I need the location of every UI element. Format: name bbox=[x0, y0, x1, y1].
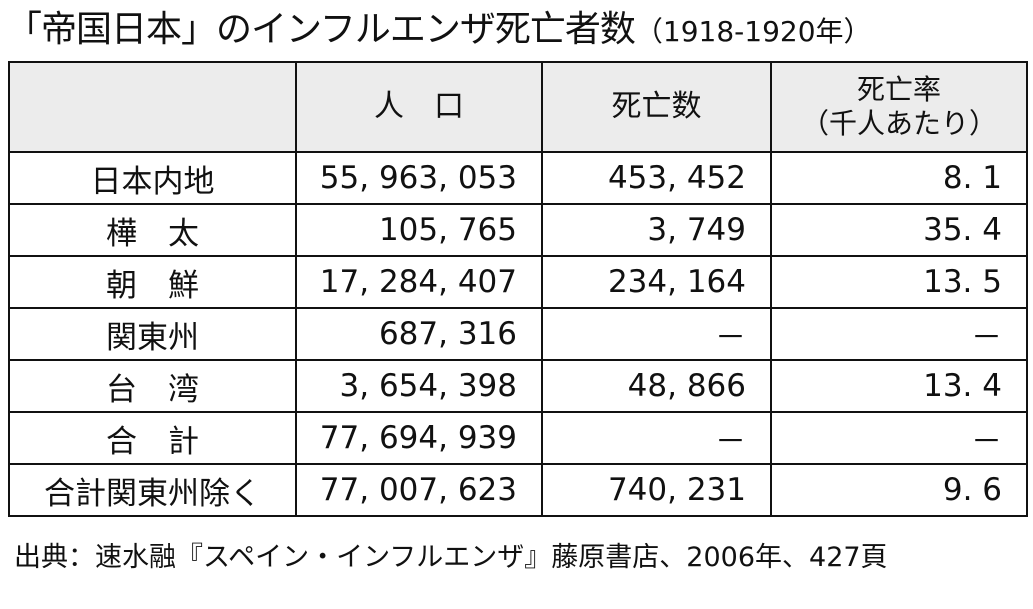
header-region bbox=[8, 61, 297, 153]
rate-cell: － bbox=[770, 411, 1028, 465]
table-row: 朝 鮮 17, 284, 407 234, 164 13. 5 bbox=[8, 255, 1028, 309]
region-cell: 合計関東州除く bbox=[8, 463, 297, 517]
header-population: 人 口 bbox=[295, 61, 543, 153]
region-cell: 朝 鮮 bbox=[8, 255, 297, 309]
region-cell: 樺 太 bbox=[8, 203, 297, 257]
table-row: 樺 太 105, 765 3, 749 35. 4 bbox=[8, 203, 1028, 257]
header-rate: 死亡率 （千人あたり） bbox=[770, 61, 1028, 153]
influenza-deaths-table: 人 口 死亡数 死亡率 （千人あたり） 日本内地 55, 963, 053 45… bbox=[8, 61, 1028, 517]
rate-cell: 8. 1 bbox=[770, 151, 1028, 205]
region-cell: 日本内地 bbox=[8, 151, 297, 205]
header-row: 人 口 死亡数 死亡率 （千人あたり） bbox=[8, 61, 1028, 153]
deaths-cell: － bbox=[541, 411, 772, 465]
rate-cell: － bbox=[770, 307, 1028, 361]
rate-cell: 13. 5 bbox=[770, 255, 1028, 309]
population-cell: 77, 007, 623 bbox=[295, 463, 543, 517]
header-deaths: 死亡数 bbox=[541, 61, 772, 153]
region-cell: 台 湾 bbox=[8, 359, 297, 413]
deaths-cell: － bbox=[541, 307, 772, 361]
rate-cell: 35. 4 bbox=[770, 203, 1028, 257]
deaths-cell: 3, 749 bbox=[541, 203, 772, 257]
deaths-cell: 48, 866 bbox=[541, 359, 772, 413]
deaths-cell: 453, 452 bbox=[541, 151, 772, 205]
header-rate-line2: （千人あたり） bbox=[800, 107, 997, 140]
title-main: 「帝国日本」のインフルエンザ死亡者数 bbox=[6, 9, 636, 50]
rate-cell: 9. 6 bbox=[770, 463, 1028, 517]
header-rate-line1: 死亡率 bbox=[856, 73, 941, 106]
population-cell: 105, 765 bbox=[295, 203, 543, 257]
population-cell: 687, 316 bbox=[295, 307, 543, 361]
population-cell: 55, 963, 053 bbox=[295, 151, 543, 205]
table-row: 日本内地 55, 963, 053 453, 452 8. 1 bbox=[8, 151, 1028, 205]
region-cell: 関東州 bbox=[8, 307, 297, 361]
rate-cell: 13. 4 bbox=[770, 359, 1028, 413]
deaths-cell: 234, 164 bbox=[541, 255, 772, 309]
deaths-cell: 740, 231 bbox=[541, 463, 772, 517]
table-row: 台 湾 3, 654, 398 48, 866 13. 4 bbox=[8, 359, 1028, 413]
population-cell: 3, 654, 398 bbox=[295, 359, 543, 413]
title-years: （1918-1920年） bbox=[634, 15, 872, 48]
population-cell: 77, 694, 939 bbox=[295, 411, 543, 465]
region-cell: 合 計 bbox=[8, 411, 297, 465]
source-citation: 出典：速水融『スペイン・インフルエンザ』藤原書店、2006年、427頁 bbox=[14, 542, 888, 573]
table-row: 合 計 77, 694, 939 － － bbox=[8, 411, 1028, 465]
table-row: 関東州 687, 316 － － bbox=[8, 307, 1028, 361]
page-title: 「帝国日本」のインフルエンザ死亡者数（1918-1920年） bbox=[6, 6, 1026, 54]
table-row: 合計関東州除く 77, 007, 623 740, 231 9. 6 bbox=[8, 463, 1028, 517]
population-cell: 17, 284, 407 bbox=[295, 255, 543, 309]
